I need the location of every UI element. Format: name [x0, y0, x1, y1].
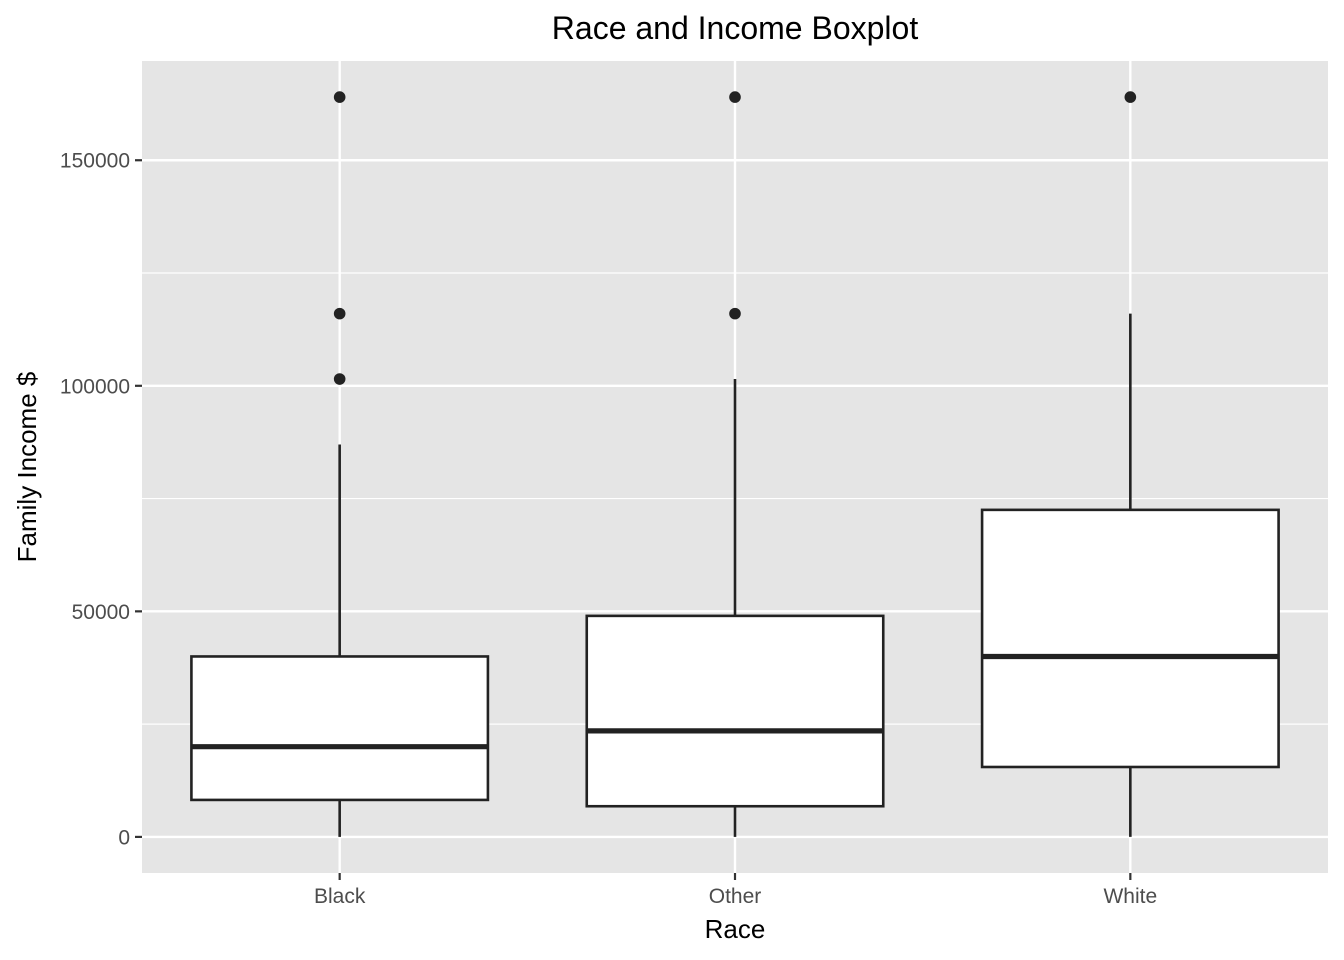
box-white: [980, 91, 1280, 837]
y-tick-label: 100000: [60, 375, 130, 398]
box-black: [190, 91, 490, 837]
boxes: [190, 91, 1280, 837]
box-iqr: [980, 508, 1280, 769]
y-axis-title: Family Income $: [12, 371, 42, 562]
outlier-point: [333, 373, 346, 385]
y-tick-label: 150000: [60, 150, 130, 173]
box-iqr: [585, 614, 885, 808]
box-other: [585, 91, 885, 837]
x-tick-label: White: [1103, 885, 1157, 908]
outlier-point: [333, 91, 346, 103]
y-tick-label: 0: [118, 826, 130, 849]
y-axis: 0 50000 100000 150000: [60, 150, 142, 849]
x-axis-title: Race: [705, 914, 766, 944]
outlier-point: [729, 307, 741, 320]
box-iqr: [190, 655, 490, 802]
outlier-point: [729, 91, 741, 103]
y-tick-label: 50000: [72, 601, 130, 624]
outlier-point: [333, 307, 346, 320]
outlier-point: [1124, 91, 1137, 103]
x-tick-label: Other: [709, 885, 762, 908]
chart-title: Race and Income Boxplot: [552, 10, 919, 46]
x-tick-label: Black: [314, 885, 366, 908]
x-axis: Black Other White: [314, 873, 1157, 908]
